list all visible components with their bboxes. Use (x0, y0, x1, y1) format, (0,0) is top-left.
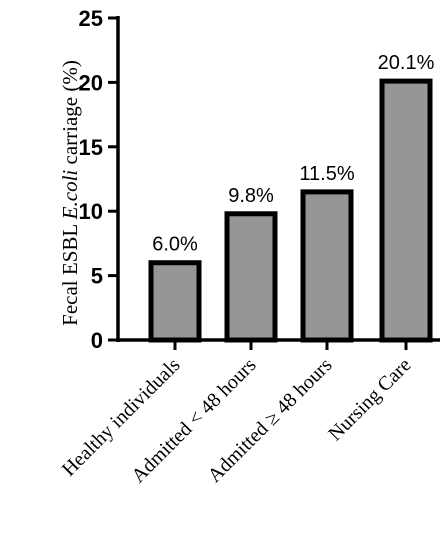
data-label-2: 9.8% (228, 185, 274, 207)
data-label-4: 20.1% (378, 52, 435, 74)
bars-layer (148, 78, 433, 343)
y-axis: 0 5 10 15 20 25 (79, 6, 120, 353)
data-labels-layer: 6.0% 9.8% 11.5% 20.1% (152, 52, 434, 256)
x-tick-label-3: Admitted ≥ 48 hours (204, 354, 337, 487)
y-tick-label-5: 5 (91, 264, 103, 289)
bar-4 (379, 78, 433, 343)
y-tick-label-15: 15 (79, 135, 103, 160)
y-axis-label-prefix: Fecal ESBL (58, 219, 82, 326)
x-tick-label-4: Nursing Care (324, 354, 415, 445)
data-label-1: 6.0% (152, 234, 198, 256)
bar-3 (300, 189, 354, 343)
y-axis-label: Fecal ESBL E.coli carriage (%) (58, 60, 82, 326)
y-tick-label-10: 10 (79, 199, 103, 224)
y-axis-label-italic: E.coli (58, 170, 82, 221)
x-tick-label-2: Admitted < 48 hours (127, 354, 260, 487)
bar-2 (224, 211, 278, 343)
y-tick-label-25: 25 (79, 6, 103, 31)
y-tick-label-20: 20 (79, 70, 103, 95)
data-label-3: 11.5% (299, 163, 354, 185)
y-tick-label-0: 0 (91, 328, 103, 353)
y-axis-label-suffix: carriage (%) (58, 60, 82, 170)
bar-1 (148, 260, 202, 343)
